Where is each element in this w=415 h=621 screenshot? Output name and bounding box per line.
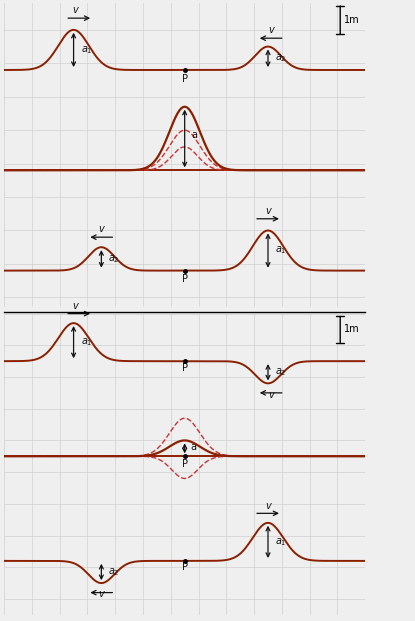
Text: a: a: [192, 130, 198, 140]
Text: P: P: [182, 274, 188, 284]
Text: v: v: [265, 206, 271, 215]
Text: v: v: [72, 301, 78, 311]
Text: v: v: [268, 389, 273, 400]
Text: P: P: [182, 460, 188, 469]
Text: a: a: [190, 442, 196, 451]
Text: P: P: [182, 74, 188, 84]
Text: $a_1$: $a_1$: [81, 336, 92, 348]
Text: $a_1$: $a_1$: [81, 44, 92, 56]
Text: v: v: [98, 589, 104, 599]
Text: $a_2$: $a_2$: [275, 366, 286, 378]
Text: $a_1$: $a_1$: [275, 536, 286, 548]
Text: v: v: [72, 5, 78, 15]
Text: $a_2$: $a_2$: [275, 52, 286, 64]
Text: $a_2$: $a_2$: [108, 253, 120, 265]
Text: P: P: [182, 563, 188, 573]
Text: $a_1$: $a_1$: [275, 245, 286, 256]
Text: v: v: [265, 501, 271, 510]
Text: P: P: [182, 363, 188, 373]
Text: 1m: 1m: [344, 15, 360, 25]
Text: $a_2$: $a_2$: [108, 566, 120, 578]
Text: v: v: [268, 25, 273, 35]
Text: 1m: 1m: [344, 324, 360, 335]
Text: v: v: [98, 224, 104, 234]
